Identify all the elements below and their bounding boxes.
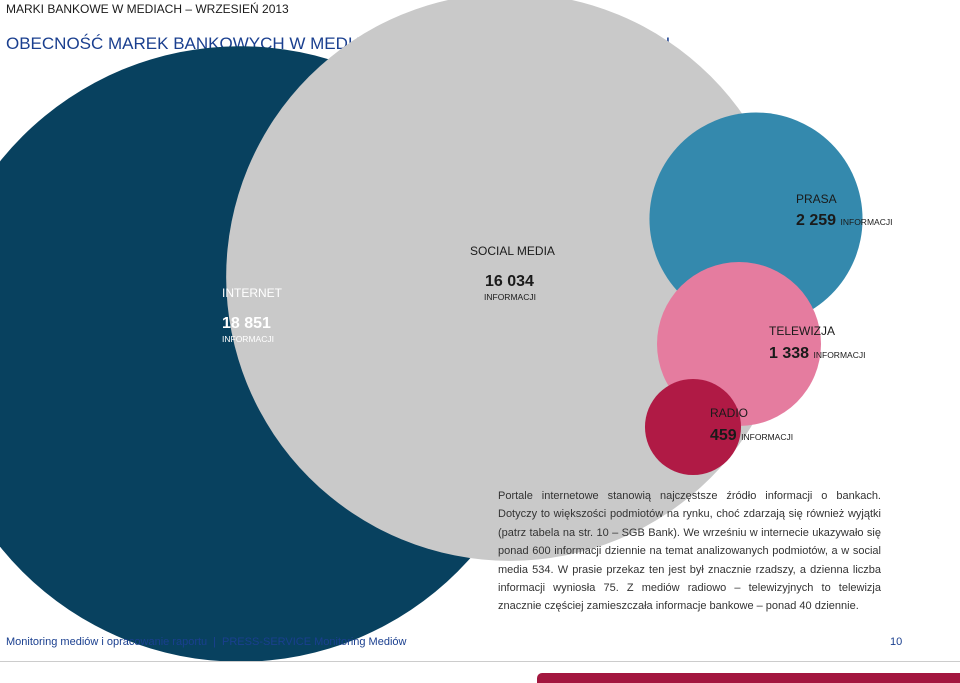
social-media-value: 16 034 (485, 273, 534, 290)
radio-value-row: 459 INFORMACJI (710, 428, 793, 444)
prasa-value-row: 2 259 INFORMACJI (796, 213, 892, 229)
prasa-value: 2 259 (796, 212, 837, 229)
page-number: 10 (890, 636, 903, 648)
telewizja-unit: INFORMACJI (813, 350, 866, 360)
internet-unit: INFORMACJI (222, 334, 274, 344)
social-media-label: SOCIAL MEDIA (470, 244, 555, 258)
radio-unit: INFORMACJI (741, 432, 794, 442)
prasa-label: PRASA (796, 192, 837, 206)
telewizja-value-row: 1 338 INFORMACJI (769, 346, 865, 362)
internet-label: INTERNET (222, 286, 282, 300)
footer-divider (0, 661, 960, 662)
footer-accent-bar (537, 673, 960, 683)
radio-value: 459 (710, 427, 737, 444)
report-header: MARKI BANKOWE W MEDIACH – WRZESIEŃ 2013 (6, 2, 289, 16)
telewizja-label: TELEWIZJA (769, 324, 836, 338)
internet-value: 18 851 (222, 315, 271, 332)
description-paragraph: Portale internetowe stanowią najczęstsze… (498, 490, 881, 613)
footer-separator: | (213, 636, 217, 648)
footer-right: PRESS-SERVICE Monitoring Mediów (222, 636, 407, 648)
bubble-radio (644, 378, 742, 476)
prasa-unit: INFORMACJI (840, 217, 893, 227)
footer-left: Monitoring mediów i opracowanie raportu (6, 636, 208, 648)
radio-label: RADIO (710, 406, 749, 420)
telewizja-value: 1 338 (769, 345, 810, 362)
social-media-unit: INFORMACJI (484, 292, 536, 302)
footer-credits: Monitoring mediów i opracowanie raportu |… (6, 636, 406, 648)
